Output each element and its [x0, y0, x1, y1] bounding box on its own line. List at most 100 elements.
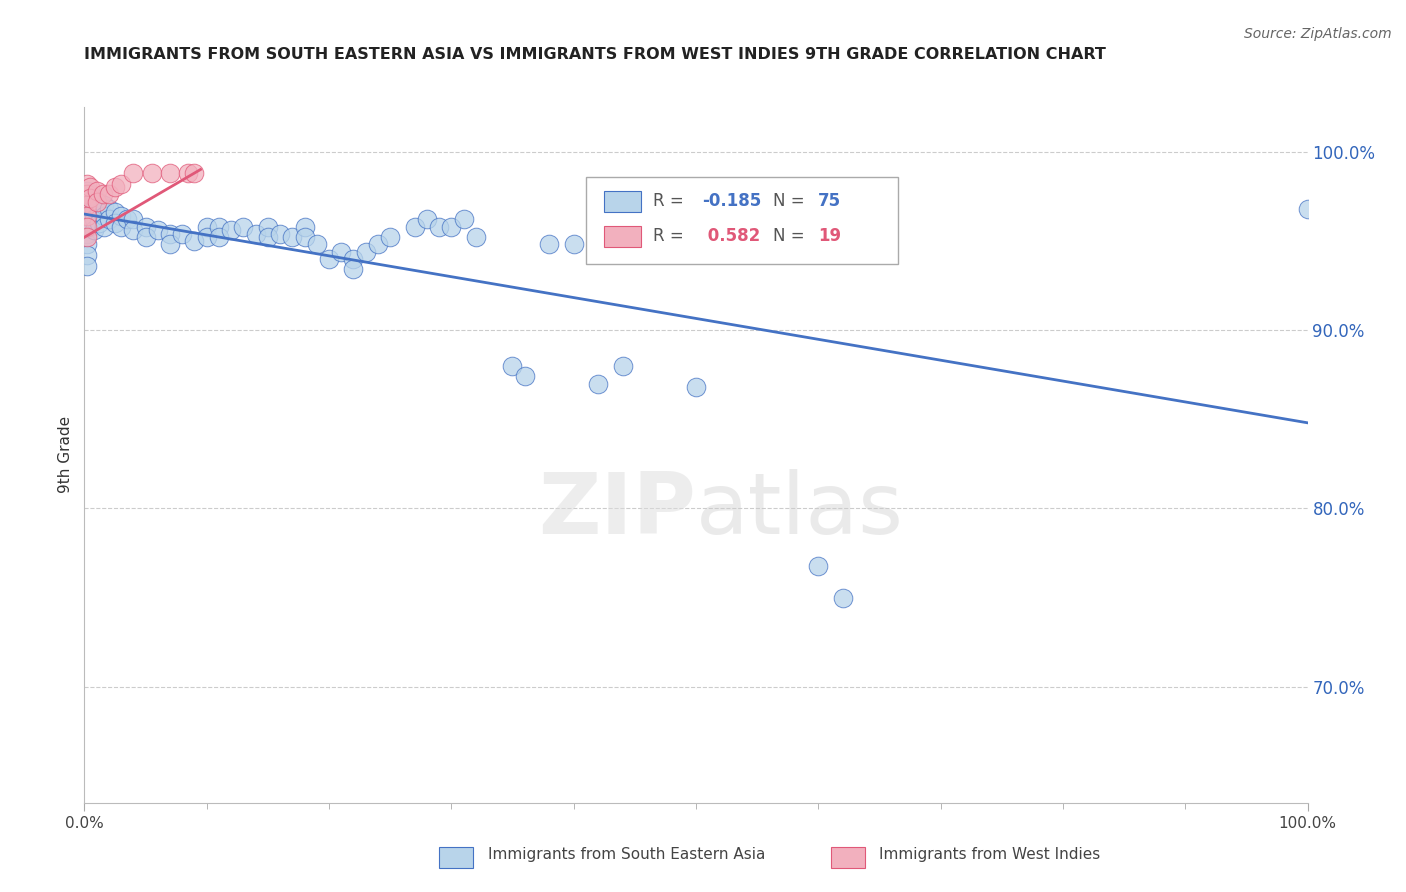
Point — [115, 212, 138, 227]
Point — [122, 212, 145, 227]
Text: -0.185: -0.185 — [702, 192, 761, 210]
Point — [269, 227, 291, 241]
Point — [76, 248, 98, 262]
Point — [83, 191, 105, 205]
Point — [76, 230, 98, 244]
Point — [404, 219, 426, 234]
Point — [122, 166, 145, 180]
Point — [1296, 202, 1319, 216]
Point — [79, 219, 101, 234]
Point — [76, 194, 98, 209]
Point — [141, 166, 163, 180]
Point — [538, 237, 561, 252]
Point — [87, 194, 110, 209]
Point — [79, 191, 101, 205]
Point — [586, 376, 609, 391]
Point — [440, 219, 463, 234]
Point — [83, 223, 105, 237]
Point — [110, 219, 132, 234]
Text: N =: N = — [773, 227, 804, 244]
Text: 0.582: 0.582 — [702, 227, 761, 244]
Point — [76, 219, 98, 234]
Point — [257, 230, 280, 244]
Point — [464, 230, 486, 244]
Text: N =: N = — [773, 192, 804, 210]
Y-axis label: 9th Grade: 9th Grade — [58, 417, 73, 493]
Text: 19: 19 — [818, 227, 841, 244]
Text: ZIP: ZIP — [538, 469, 696, 552]
Point — [294, 219, 316, 234]
Point — [172, 227, 194, 241]
FancyBboxPatch shape — [605, 226, 641, 247]
Point — [183, 166, 205, 180]
Point — [135, 219, 157, 234]
Point — [79, 209, 101, 223]
Text: Immigrants from South Eastern Asia: Immigrants from South Eastern Asia — [488, 847, 765, 863]
Point — [97, 202, 120, 216]
Point — [685, 380, 707, 394]
Point — [219, 223, 242, 237]
Point — [76, 198, 98, 212]
Point — [513, 369, 536, 384]
Point — [195, 230, 218, 244]
Point — [183, 234, 205, 248]
Point — [453, 212, 475, 227]
Point — [79, 198, 101, 212]
Point — [135, 230, 157, 244]
Point — [86, 184, 108, 198]
Point — [257, 219, 280, 234]
Point — [342, 262, 364, 277]
Point — [104, 180, 127, 194]
Point — [110, 209, 132, 223]
Point — [76, 187, 98, 202]
Text: 75: 75 — [818, 192, 841, 210]
Point — [305, 237, 328, 252]
Point — [79, 180, 101, 194]
Point — [87, 216, 110, 230]
Point — [97, 187, 120, 202]
Point — [562, 237, 585, 252]
Point — [367, 237, 389, 252]
Point — [86, 194, 108, 209]
Text: IMMIGRANTS FROM SOUTH EASTERN ASIA VS IMMIGRANTS FROM WEST INDIES 9TH GRADE CORR: IMMIGRANTS FROM SOUTH EASTERN ASIA VS IM… — [84, 47, 1107, 62]
Point — [318, 252, 340, 266]
Point — [76, 177, 98, 191]
Point — [159, 237, 181, 252]
Point — [122, 223, 145, 237]
Point — [83, 212, 105, 227]
Text: Source: ZipAtlas.com: Source: ZipAtlas.com — [1244, 27, 1392, 41]
Point — [159, 166, 181, 180]
FancyBboxPatch shape — [605, 191, 641, 212]
Point — [76, 259, 98, 273]
Point — [245, 227, 267, 241]
Point — [354, 244, 377, 259]
Point — [76, 184, 98, 198]
Point — [93, 219, 115, 234]
Point — [281, 230, 304, 244]
Point — [330, 244, 353, 259]
Point — [232, 219, 254, 234]
Point — [159, 227, 181, 241]
Point — [76, 209, 98, 223]
Point — [104, 216, 127, 230]
FancyBboxPatch shape — [439, 847, 474, 868]
Point — [104, 205, 127, 219]
Point — [342, 252, 364, 266]
Point — [110, 177, 132, 191]
Point — [76, 216, 98, 230]
Point — [807, 558, 830, 573]
Point — [195, 219, 218, 234]
Point — [93, 209, 115, 223]
Point — [380, 230, 402, 244]
Point — [76, 227, 98, 241]
Point — [76, 237, 98, 252]
Point — [612, 359, 634, 373]
Point — [208, 219, 231, 234]
Point — [427, 219, 450, 234]
Point — [177, 166, 200, 180]
Point — [208, 230, 231, 244]
Text: R =: R = — [654, 192, 683, 210]
Text: R =: R = — [654, 227, 683, 244]
Point — [83, 202, 105, 216]
Point — [294, 230, 316, 244]
